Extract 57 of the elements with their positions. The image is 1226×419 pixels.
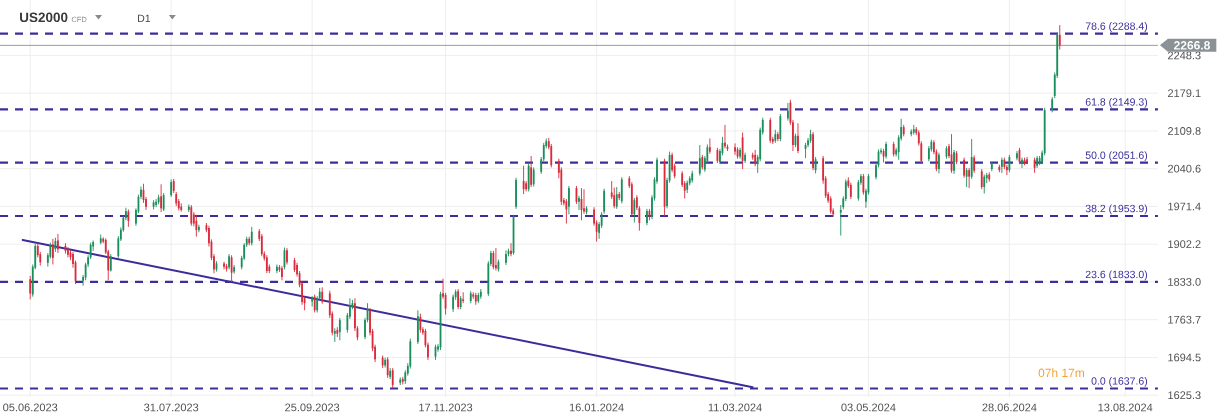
x-tick-label: 03.05.2024 [841, 403, 896, 412]
candlestick [724, 124, 726, 149]
y-tick-label: 1902.2 [1168, 240, 1201, 249]
candlestick [452, 294, 455, 313]
y-tick-label: 1833.0 [1168, 278, 1201, 286]
candlestick [522, 165, 525, 195]
ref-line-label: 2266.8 [1174, 41, 1210, 50]
candlestick [286, 247, 288, 265]
annotation: 07h 17m [1038, 368, 1084, 378]
y-tick-label: 1694.5 [1168, 353, 1201, 362]
candlestick [515, 177, 517, 210]
ref-line-label: 50.0 (2051.6) [1085, 151, 1148, 162]
candlestick [1058, 24, 1061, 51]
candlestick [578, 195, 580, 211]
candlestick [980, 168, 983, 190]
x-tick-label: 13.08.2024 [1098, 403, 1153, 412]
candlestick [530, 155, 533, 188]
candlestick [195, 214, 198, 238]
candlestick [734, 142, 736, 156]
candlestick [885, 141, 887, 160]
text: US2000 [20, 12, 68, 23]
ref-line-label: 78.6 (2288.4) [1085, 22, 1148, 32]
candlestick [744, 152, 747, 164]
candlestick [419, 313, 422, 334]
candlestick [29, 275, 32, 300]
candlestick [197, 224, 200, 233]
x-tick-label: 25.09.2023 [285, 403, 340, 412]
y-tick-label: 1763.7 [1168, 315, 1201, 324]
candlestick [1016, 150, 1018, 161]
candlestick [568, 185, 570, 215]
candlestick [565, 198, 568, 225]
y-tick-label: 2248.3 [1168, 51, 1201, 60]
ref-line-label: 23.6 (1833.0) [1085, 270, 1148, 281]
candlestick [260, 233, 263, 257]
y-tick-label: 2040.6 [1168, 164, 1201, 173]
x-tick-label: 16.01.2024 [569, 403, 624, 412]
y-tick-label: 1971.4 [1168, 202, 1201, 211]
candlestick [67, 246, 69, 258]
x-tick-label: 17.11.2023 [419, 403, 473, 412]
y-tick-label: 1625.3 [1168, 391, 1201, 400]
x-tick-label: 28.06.2024 [982, 403, 1037, 412]
candlestick [787, 102, 789, 121]
candlestick [57, 233, 59, 254]
candlestick [230, 254, 233, 283]
x-tick-label: 05.06.2023 [3, 403, 58, 412]
y-tick-label: 2109.8 [1168, 127, 1201, 135]
ref-line-label: 0.0 (1637.6) [1091, 377, 1148, 387]
ref-line-label: 38.2 (1953.9) [1085, 204, 1148, 215]
x-tick-label: 11.03.2024 [708, 403, 762, 412]
ref-line-label: 61.8 (2149.3) [1085, 97, 1148, 108]
candlestick [462, 291, 465, 304]
y-tick-label: 2179.1 [1168, 89, 1201, 98]
annotation: D1 [138, 14, 151, 22]
x-tick-label: 31.07.2023 [144, 403, 199, 412]
candlestick [233, 264, 236, 275]
candlestick [708, 138, 711, 155]
candlestick [938, 152, 940, 174]
